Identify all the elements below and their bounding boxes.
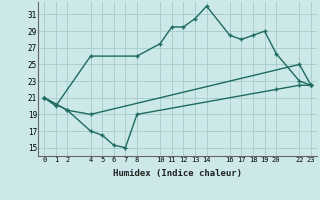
X-axis label: Humidex (Indice chaleur): Humidex (Indice chaleur) [113,169,242,178]
